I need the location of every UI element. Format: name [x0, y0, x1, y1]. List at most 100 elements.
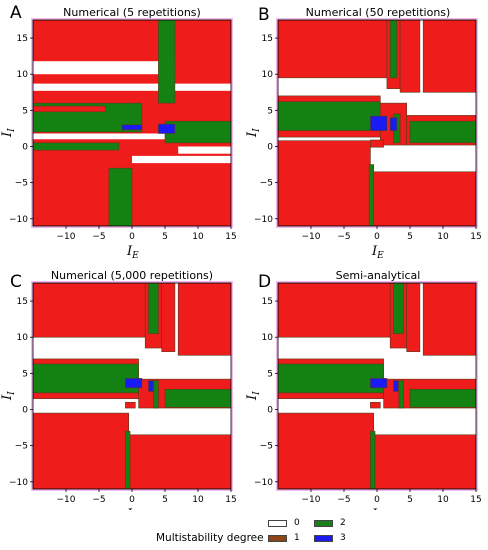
y-tick-label: 10 — [262, 333, 274, 343]
region-degree-3 — [393, 380, 399, 392]
region-degree-2 — [278, 363, 384, 394]
region-degree-1 — [278, 20, 388, 79]
panel-d: −10−5051015−10−5051015IEIIDSemi-analytic… — [245, 269, 482, 510]
panel-letter: D — [258, 272, 271, 292]
region-degree-1 — [125, 401, 136, 409]
region-degree-0 — [178, 146, 231, 154]
region-degree-1 — [33, 105, 106, 113]
region-degree-1 — [406, 283, 421, 352]
legend-swatch-3 — [314, 535, 333, 542]
x-tick-label: −10 — [302, 232, 321, 242]
region-degree-1 — [278, 140, 371, 226]
panel-title: Numerical (5,000 repetitions) — [51, 269, 213, 282]
region-degree-3 — [121, 124, 143, 131]
x-tick-label: 5 — [162, 232, 168, 242]
region-degree-1 — [278, 412, 374, 489]
panel-title: Numerical (5 repetitions) — [63, 6, 201, 19]
legend-label-0: 0 — [294, 518, 300, 528]
region-degree-1 — [177, 283, 231, 356]
x-tick-label: 10 — [192, 232, 204, 242]
region-degree-1 — [370, 401, 381, 409]
x-tick-label: 15 — [470, 495, 481, 505]
region-degree-3 — [370, 115, 388, 131]
y-tick-label: −10 — [9, 215, 28, 225]
y-tick-label: 10 — [262, 70, 274, 80]
y-tick-label: −10 — [254, 215, 273, 225]
region-degree-1 — [422, 20, 476, 93]
legend-label-3: 3 — [340, 533, 346, 543]
y-tick-label: −10 — [254, 478, 273, 488]
region-degree-2 — [389, 20, 398, 79]
y-tick-label: 0 — [267, 405, 273, 415]
x-tick-label: −5 — [337, 495, 350, 505]
panel-title: Semi-analytical — [336, 269, 421, 282]
region-degree-2 — [370, 430, 376, 489]
y-tick-label: 0 — [22, 405, 28, 415]
region-degree-1 — [33, 283, 146, 338]
panel-title: Numerical (50 repetitions) — [306, 6, 451, 19]
region-degree-2 — [153, 380, 159, 409]
region-degree-1 — [128, 434, 231, 489]
panel-letter: A — [10, 3, 22, 23]
legend-label-2: 2 — [340, 518, 346, 528]
region-degree-3 — [148, 380, 154, 392]
legend-entry-0: 0 — [268, 518, 308, 530]
y-axis-label: II — [0, 391, 17, 401]
region-degree-0 — [33, 83, 231, 91]
plot-area — [278, 283, 476, 489]
region-degree-1 — [161, 283, 176, 352]
legend-box: 0 1 2 3 — [268, 516, 354, 548]
x-tick-label: 15 — [225, 495, 236, 505]
region-degree-3 — [370, 378, 388, 389]
region-degree-3 — [389, 117, 398, 131]
y-axis-label: II — [0, 128, 17, 138]
region-degree-2 — [398, 380, 404, 409]
y-tick-label: 5 — [22, 369, 28, 379]
region-degree-3 — [125, 378, 143, 389]
y-tick-label: −5 — [260, 442, 273, 452]
y-tick-label: 5 — [267, 106, 273, 116]
legend-label-1: 1 — [294, 533, 300, 543]
x-tick-label: 10 — [437, 232, 449, 242]
plot-area — [278, 20, 476, 226]
x-tick-label: −5 — [337, 232, 350, 242]
region-degree-2 — [33, 142, 120, 151]
y-tick-label: 15 — [262, 297, 273, 307]
x-tick-label: 0 — [129, 232, 135, 242]
legend-swatch-0 — [268, 520, 287, 527]
region-degree-0 — [33, 61, 175, 75]
legend: Multistability degree 0 1 2 3 — [0, 510, 488, 550]
x-tick-label: −10 — [57, 232, 76, 242]
x-tick-label: 10 — [437, 495, 449, 505]
region-degree-3 — [158, 123, 176, 134]
figure: −10 −5 0 5 10 15 −10 −5 0 5 10 15 IE II A Numerical (5 … — [0, 3, 482, 510]
x-tick-label: 5 — [407, 495, 413, 505]
x-tick-label: 5 — [407, 232, 413, 242]
region-degree-2 — [393, 283, 404, 334]
x-tick-label: −5 — [92, 495, 105, 505]
region-degree-1 — [33, 412, 129, 489]
x-tick-label: 0 — [374, 232, 380, 242]
x-tick-label: 0 — [374, 495, 380, 505]
region-degree-1 — [422, 283, 476, 356]
y-tick-label: 10 — [17, 70, 29, 80]
region-degree-2 — [164, 388, 231, 408]
y-axis-label: II — [245, 391, 262, 401]
region-degree-1 — [370, 139, 384, 148]
y-tick-label: 15 — [17, 34, 28, 44]
region-degree-0 — [132, 155, 231, 164]
y-tick-label: 0 — [22, 142, 28, 152]
region-degree-2 — [409, 388, 476, 408]
legend-swatch-2 — [314, 520, 333, 527]
y-tick-label: 15 — [17, 297, 28, 307]
legend-title: Multistability degree — [156, 532, 264, 544]
x-tick-label: 15 — [225, 232, 236, 242]
y-tick-label: 0 — [267, 142, 273, 152]
y-tick-label: −5 — [260, 179, 273, 189]
x-tick-label: 15 — [470, 232, 481, 242]
y-axis-label: II — [245, 128, 262, 138]
panel-letter: C — [10, 272, 22, 292]
region-degree-1 — [373, 434, 476, 489]
region-degree-1 — [399, 20, 421, 93]
